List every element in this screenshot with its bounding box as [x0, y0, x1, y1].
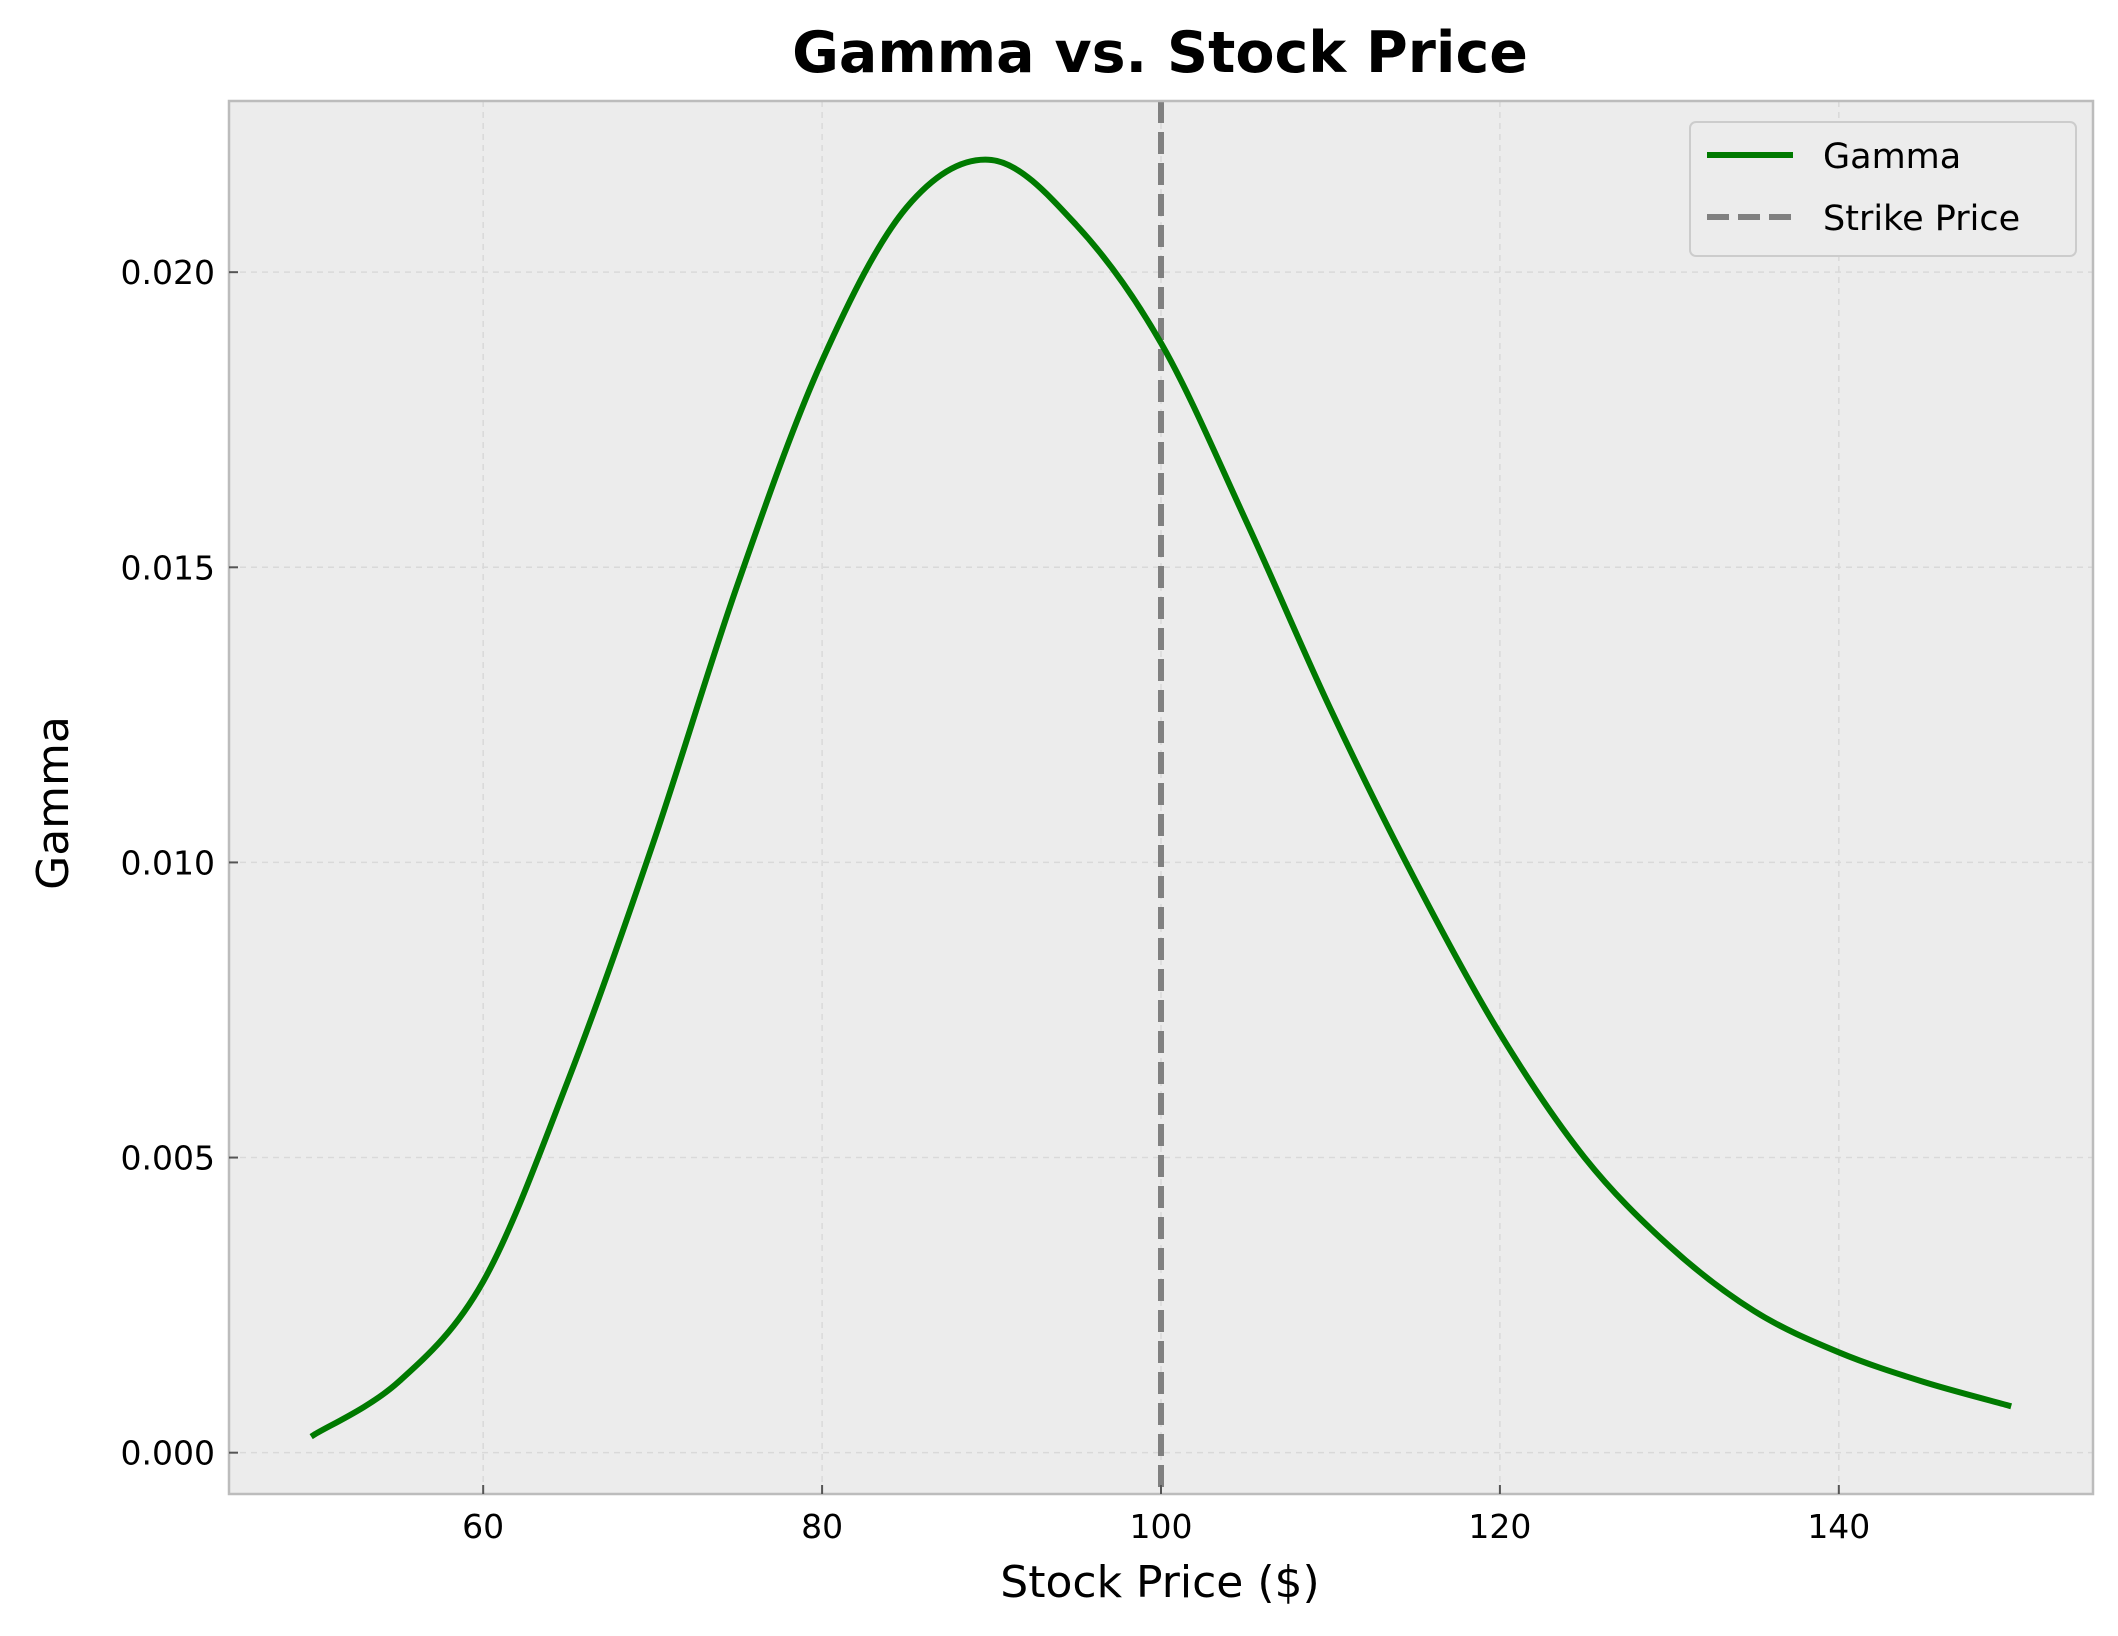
x-tick-label: 60 — [462, 1507, 504, 1546]
y-tick-label: 0.005 — [121, 1139, 215, 1178]
y-tick-label: 0.020 — [121, 253, 215, 292]
chart-title: Gamma vs. Stock Price — [792, 20, 1528, 86]
y-tick-label: 0.010 — [121, 843, 215, 882]
x-tick-label: 120 — [1468, 1507, 1531, 1546]
legend: Gamma Strike Price — [1689, 121, 2077, 257]
legend-label-gamma: Gamma — [1823, 137, 1961, 177]
x-axis-ticks: 60 80 100 120 140 — [462, 1485, 1870, 1546]
legend-label-strike-price: Strike Price — [1823, 199, 2020, 239]
series-lines — [309, 156, 2013, 1440]
x-tick-label: 100 — [1130, 1507, 1193, 1546]
x-axis-label: Stock Price ($) — [1000, 1557, 1319, 1608]
y-axis-label: Gamma — [28, 716, 79, 890]
y-tick-label: 0.015 — [121, 548, 215, 587]
x-tick-label: 80 — [801, 1507, 843, 1546]
y-axis-ticks: 0.000 0.005 0.010 0.015 0.020 — [121, 253, 238, 1473]
x-tick-label: 140 — [1807, 1507, 1870, 1546]
series-line-gamma — [309, 156, 2013, 1440]
y-tick-label: 0.000 — [121, 1434, 215, 1473]
